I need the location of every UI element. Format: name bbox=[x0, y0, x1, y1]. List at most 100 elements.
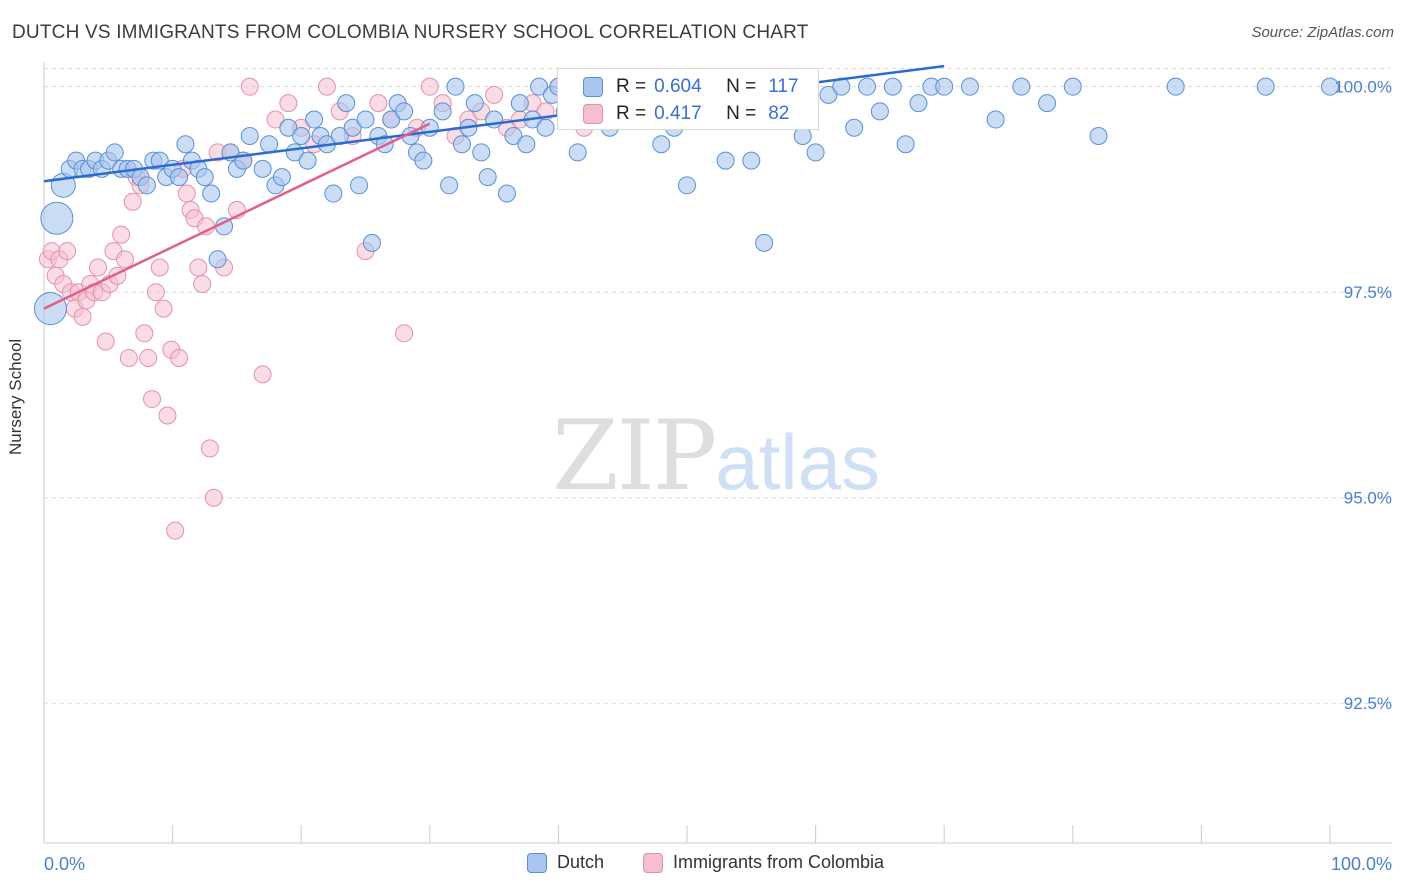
colombia-point bbox=[150, 258, 169, 277]
colombia-point bbox=[197, 217, 216, 236]
watermark-zip: ZIP bbox=[552, 400, 717, 512]
dutch-point bbox=[883, 77, 902, 96]
colombia-n-label: N = bbox=[726, 103, 757, 124]
dutch-point bbox=[137, 176, 156, 195]
colombia-point bbox=[253, 365, 272, 384]
dutch-point bbox=[362, 233, 381, 252]
colombia-point bbox=[166, 521, 185, 540]
legend-colombia-label: Immigrants from Colombia bbox=[673, 852, 885, 872]
colombia-r-value: 0.417 bbox=[654, 103, 702, 124]
dutch-point bbox=[510, 94, 529, 113]
colombia-swatch bbox=[583, 104, 603, 124]
dutch-point bbox=[279, 118, 298, 137]
axes bbox=[43, 62, 1392, 844]
dutch-point bbox=[176, 135, 195, 154]
legend-item-dutch[interactable]: Dutch bbox=[527, 852, 604, 873]
legend-item-colombia[interactable]: Immigrants from Colombia bbox=[643, 852, 884, 873]
stats-row-colombia: R = 0.417 N = 82 bbox=[583, 101, 790, 127]
dutch-point bbox=[806, 143, 825, 162]
colombia-point bbox=[96, 332, 115, 351]
dutch-point bbox=[909, 94, 928, 113]
colombia-point bbox=[189, 258, 208, 277]
dutch-point bbox=[465, 94, 484, 113]
y-axis-title: Nursery School bbox=[6, 338, 25, 455]
colombia-point bbox=[193, 274, 212, 293]
colombia-point bbox=[204, 488, 223, 507]
tick-labels: 100.0% 97.5% 95.0% 92.5% 0.0% 100.0% bbox=[44, 78, 1392, 874]
dutch-r-label: R = bbox=[616, 76, 647, 97]
colombia-point bbox=[135, 324, 154, 343]
dutch-point bbox=[530, 77, 549, 96]
stats-legend: R = 0.604 N = 117 R = 0.417 N = 82 bbox=[557, 68, 819, 130]
dutch-point bbox=[504, 126, 523, 145]
dutch-point bbox=[272, 168, 291, 187]
y-tick-label: 95.0% bbox=[1344, 489, 1392, 508]
dutch-r-value: 0.604 bbox=[654, 76, 702, 97]
y-tick-label: 97.5% bbox=[1344, 283, 1392, 302]
colombia-point bbox=[116, 250, 135, 269]
chart-title: DUTCH VS IMMIGRANTS FROM COLOMBIA NURSER… bbox=[12, 22, 809, 43]
colombia-point bbox=[485, 85, 504, 104]
dutch-point bbox=[858, 77, 877, 96]
dutch-point bbox=[793, 126, 812, 145]
colombia-point bbox=[395, 324, 414, 343]
dutch-point bbox=[208, 250, 227, 269]
colombia-point bbox=[158, 406, 177, 425]
dutch-point bbox=[440, 176, 459, 195]
dutch-point bbox=[305, 110, 324, 129]
dutch-point bbox=[40, 201, 74, 235]
colombia-point bbox=[123, 192, 142, 211]
dutch-point bbox=[1012, 77, 1031, 96]
watermark-atlas: atlas bbox=[715, 418, 880, 506]
colombia-point bbox=[170, 348, 189, 367]
y-tick-label: 92.5% bbox=[1344, 694, 1392, 713]
colombia-point bbox=[369, 94, 388, 113]
colombia-point bbox=[143, 390, 162, 409]
dutch-point bbox=[240, 126, 259, 145]
dutch-point bbox=[350, 176, 369, 195]
watermark-logo: ZIPatlas bbox=[552, 400, 880, 512]
dutch-point bbox=[960, 77, 979, 96]
colombia-point bbox=[119, 348, 138, 367]
dutch-point bbox=[870, 102, 889, 121]
dutch-point bbox=[433, 102, 452, 121]
dutch-point bbox=[517, 135, 536, 154]
y-tick-label: 100.0% bbox=[1334, 78, 1392, 97]
colombia-r-label: R = bbox=[616, 103, 647, 124]
colombia-trend-line bbox=[43, 122, 431, 310]
colombia-point bbox=[420, 77, 439, 96]
dutch-point bbox=[742, 151, 761, 170]
dutch-point bbox=[382, 110, 401, 129]
legend-colombia-swatch bbox=[643, 852, 663, 873]
dutch-point bbox=[292, 126, 311, 145]
colombia-point bbox=[279, 94, 298, 113]
dutch-point bbox=[356, 110, 375, 129]
dutch-point bbox=[202, 184, 221, 203]
dutch-point bbox=[1089, 126, 1108, 145]
dutch-point bbox=[105, 143, 124, 162]
dutch-point bbox=[1256, 77, 1275, 96]
x-tick-label: 100.0% bbox=[1331, 854, 1392, 874]
dutch-point bbox=[819, 85, 838, 104]
dutch-point bbox=[678, 176, 696, 195]
dutch-point bbox=[497, 184, 516, 203]
dutch-point bbox=[478, 168, 497, 187]
dutch-point bbox=[1321, 77, 1339, 96]
dutch-point bbox=[472, 143, 491, 162]
colombia-point bbox=[139, 348, 158, 367]
dutch-point bbox=[170, 168, 189, 187]
dutch-point bbox=[536, 118, 555, 137]
dutch-point bbox=[935, 77, 954, 96]
dutch-point bbox=[1166, 77, 1185, 96]
dutch-n-label: N = bbox=[726, 76, 757, 97]
legend-dutch-swatch bbox=[527, 852, 547, 873]
colombia-point bbox=[317, 77, 336, 96]
colombia-n-value: 82 bbox=[768, 103, 790, 124]
dutch-point bbox=[716, 151, 735, 170]
dutch-point bbox=[1063, 77, 1082, 96]
colombia-point bbox=[154, 299, 173, 318]
dutch-point bbox=[298, 151, 317, 170]
colombia-point bbox=[146, 283, 165, 302]
dutch-point bbox=[337, 94, 356, 113]
colombia-point bbox=[200, 439, 219, 458]
